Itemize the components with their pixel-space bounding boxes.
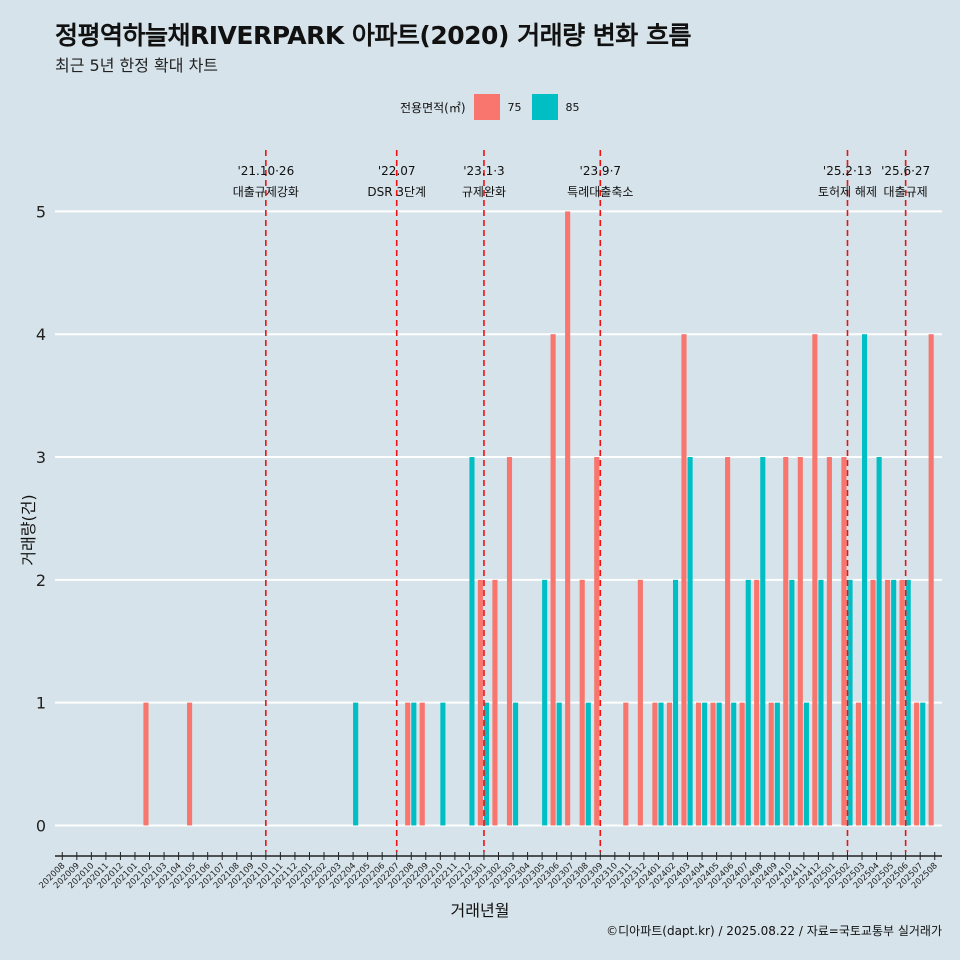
bar-75-202401	[652, 702, 658, 826]
bar-75-202412	[812, 334, 818, 826]
bar-75-202406	[725, 457, 731, 826]
x-axis-title: 거래년월	[450, 901, 510, 920]
bar-85-202409	[774, 702, 780, 826]
bar-85-202411	[803, 702, 809, 826]
bar-85-202407	[745, 579, 751, 826]
event-label-4: 특례대출축소	[567, 185, 633, 199]
bar-75-202408	[754, 579, 760, 826]
bar-85-202503	[862, 334, 868, 826]
bar-75-202309	[594, 457, 600, 826]
bar-75-202405	[710, 702, 716, 826]
bar-85-202306	[556, 702, 562, 826]
bar-85-202401	[658, 702, 664, 826]
bar-75-202302	[492, 579, 498, 826]
y-tick-label-4: 4	[36, 325, 46, 344]
bar-85-202301	[483, 702, 490, 826]
bar-85-202506	[905, 579, 911, 826]
event-label-6: 대출규제	[884, 185, 928, 199]
bar-75-202312	[637, 579, 643, 826]
bar-75-202208	[405, 702, 411, 826]
chart-title: 정평역하늘채RIVERPARK 아파트(2020) 거래량 변화 흐름	[55, 21, 691, 50]
bar-85-202210	[440, 702, 446, 826]
bar-75-202307	[565, 211, 571, 826]
event-label-5: 토허제 해제	[818, 185, 877, 199]
bar-75-202105	[187, 702, 193, 826]
bar-85-202404	[702, 702, 708, 826]
bar-75-202102	[143, 702, 149, 826]
event-date-5: '25.2·13	[823, 164, 872, 178]
bar-75-202507	[914, 702, 920, 826]
bar-85-202507	[920, 702, 926, 826]
bar-75-202506	[899, 579, 905, 826]
legend-title: 전용면적(㎡)	[400, 100, 466, 115]
bar-85-202502	[847, 579, 853, 826]
bar-75-202409	[768, 702, 774, 826]
bar-75-202402	[666, 702, 672, 826]
event-label-2: DSR 3단계	[367, 185, 426, 199]
event-date-6: '25.6·27	[881, 164, 930, 178]
bar-85-202412	[818, 579, 824, 826]
legend-key-85	[531, 94, 558, 120]
legend-key-75	[473, 94, 500, 120]
source-caption: ©디아파트(dapt.kr) / 2025.08.22 / 자료=국토교통부 실…	[606, 924, 942, 938]
bar-85-202504	[876, 457, 882, 826]
bar-85-202305	[542, 579, 548, 826]
bar-75-202306	[550, 334, 556, 826]
y-tick-label-2: 2	[36, 571, 46, 590]
bar-85-202212	[469, 457, 475, 826]
legend: 전용면적(㎡) 75 85	[400, 94, 590, 120]
bar-75-202505	[884, 579, 891, 826]
legend-label-85: 85	[565, 100, 580, 114]
bar-85-202308	[585, 702, 591, 826]
event-label-3: 규제완화	[462, 185, 506, 199]
event-date-2: '22.07	[378, 164, 416, 178]
event-date-1: '21.10·26	[237, 164, 294, 178]
bar-75-202209	[419, 702, 425, 826]
bar-75-202311	[623, 702, 629, 826]
bar-85-202204	[353, 702, 359, 826]
bar-75-202403	[681, 334, 687, 826]
bar-85-202406	[731, 702, 737, 826]
bar-75-202502	[841, 457, 847, 826]
bar-85-202410	[789, 579, 795, 826]
y-tick-label-0: 0	[36, 816, 46, 835]
bar-75-202501	[826, 457, 832, 826]
chart-subtitle: 최근 5년 한정 확대 차트	[55, 56, 219, 75]
bar-85-202408	[760, 457, 766, 826]
bar-75-202407	[739, 702, 745, 826]
y-tick-label-5: 5	[36, 202, 46, 221]
bar-75-202410	[783, 457, 789, 826]
bar-75-202503	[855, 702, 862, 826]
y-tick-label-1: 1	[36, 694, 46, 713]
bar-75-202301	[477, 579, 483, 826]
bar-85-202405	[716, 702, 722, 826]
bar-85-202208	[411, 702, 417, 826]
y-tick-label-3: 3	[36, 448, 46, 467]
bar-85-202303	[513, 702, 519, 826]
bar-75-202404	[695, 702, 702, 826]
event-label-1: 대출규제강화	[233, 185, 299, 199]
bar-85-202505	[891, 579, 897, 826]
bar-75-202504	[870, 579, 876, 826]
bar-75-202308	[579, 579, 585, 826]
bar-85-202403	[687, 457, 693, 826]
bar-75-202303	[506, 457, 513, 826]
event-date-4: '23.9·7	[580, 164, 621, 178]
legend-label-75: 75	[507, 100, 522, 114]
event-date-3: '23.1·3	[463, 164, 504, 178]
bar-75-202411	[797, 457, 803, 826]
bar-75-202508	[928, 334, 934, 826]
bar-85-202402	[672, 579, 679, 826]
